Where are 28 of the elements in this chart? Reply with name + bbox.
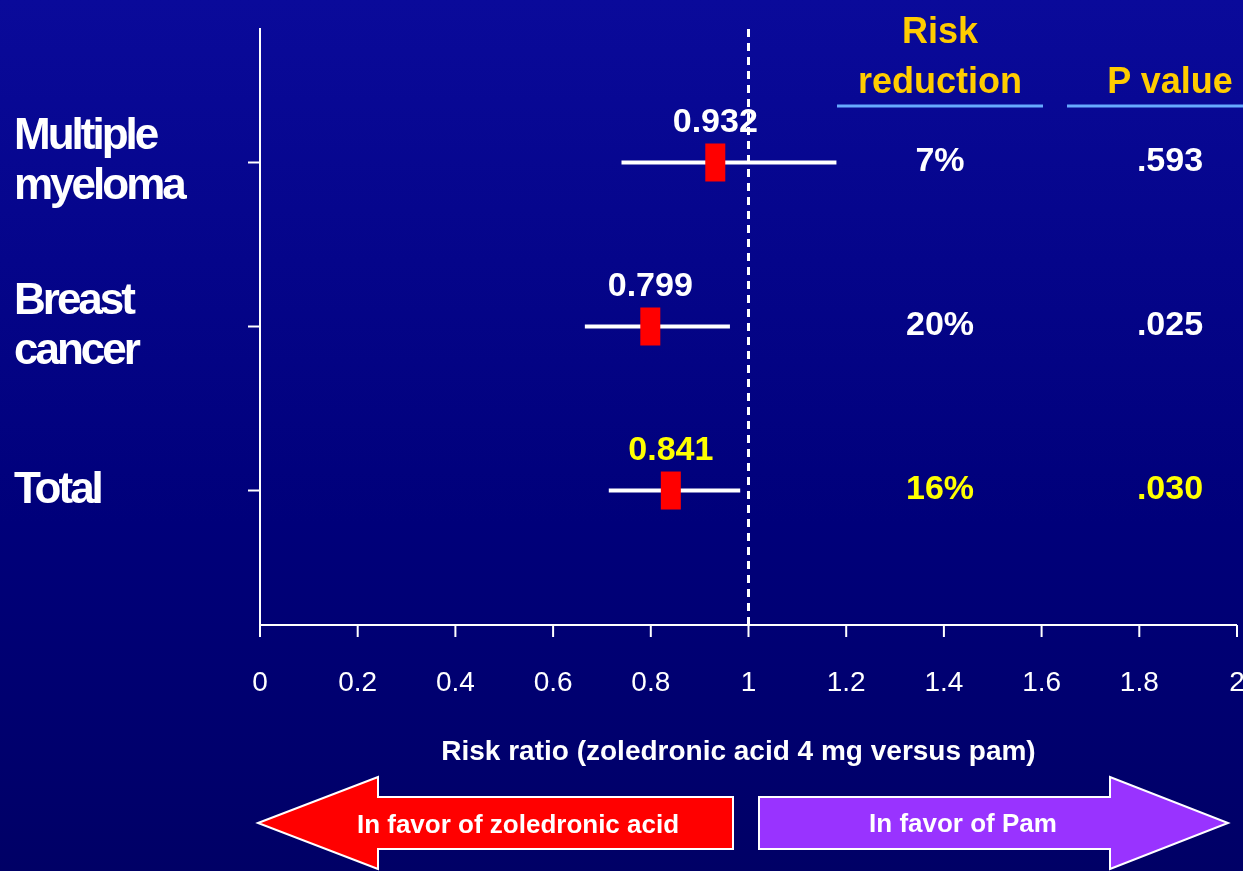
annotation: P value: [1107, 60, 1233, 101]
x-tick-label: 0.2: [338, 666, 378, 697]
x-axis-title: Risk ratio (zoledronic acid 4 mg versus pam): [441, 735, 1036, 766]
data-label: 0.932: [672, 100, 758, 139]
x-tick-label: 1: [740, 666, 757, 697]
y-tick-label: Multiple myeloma: [14, 109, 188, 209]
y-tick-label: Breast cancer: [14, 273, 141, 373]
x-tick-label: 0.8: [631, 666, 671, 697]
x-tick-label: 1.8: [1119, 666, 1159, 697]
annotation: .025: [1136, 304, 1204, 343]
left-arrow: In favor of zoledronic acid: [255, 775, 734, 871]
data-label: 0.799: [607, 264, 693, 303]
right-arrow: In favor of Pam: [758, 775, 1231, 871]
data-label: 0.841: [628, 429, 714, 467]
annotation: .593: [1136, 140, 1204, 179]
x-tick-label: 0.4: [435, 666, 475, 697]
annotation: 7%: [915, 140, 965, 179]
x-tick-label: 0.6: [533, 666, 573, 697]
x-tick-label: 1.2: [826, 666, 866, 697]
y-tick-label: Total: [14, 462, 102, 512]
annotation: Risk reduction: [857, 10, 1023, 101]
x-tick-label: 2: [1229, 666, 1243, 697]
x-tick-label: 1.6: [1022, 666, 1062, 697]
annotation: .030: [1136, 468, 1204, 507]
x-tick-label: 0: [252, 666, 268, 697]
annotation: 16%: [905, 468, 975, 507]
x-tick-label: 1.4: [924, 666, 964, 697]
annotation: 20%: [905, 304, 975, 343]
